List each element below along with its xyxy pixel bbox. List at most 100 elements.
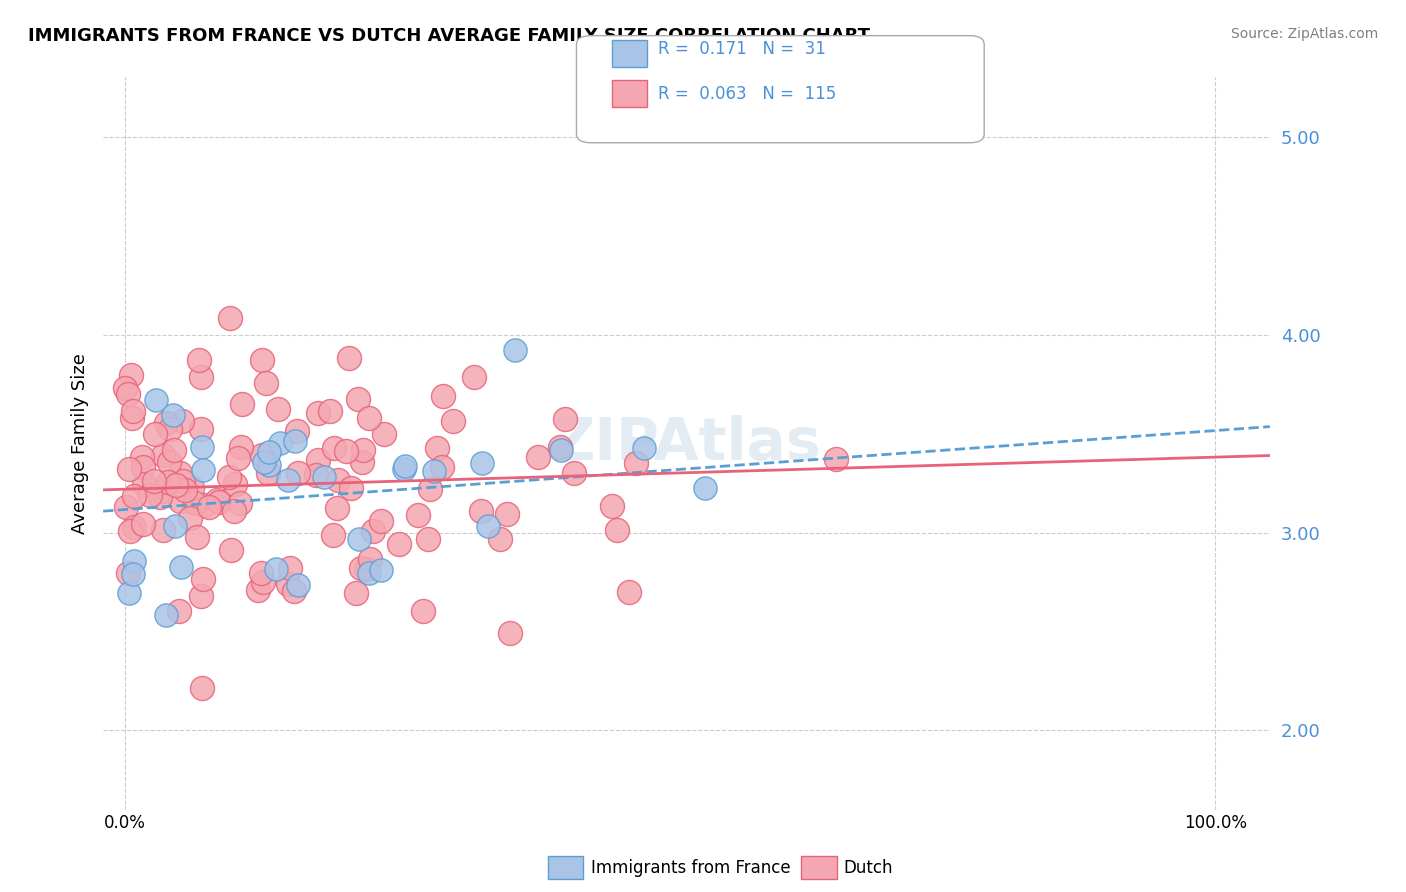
Point — [156, 475, 179, 489]
Point — [277, 473, 299, 487]
Point — [264, 562, 287, 576]
Point — [169, 466, 191, 480]
Point — [562, 466, 585, 480]
Point — [132, 516, 155, 531]
Point — [191, 572, 214, 586]
Text: ZIPAtlas: ZIPAtlas — [553, 415, 821, 472]
Point — [142, 474, 165, 488]
Text: IMMIGRANTS FROM FRANCE VS DUTCH AVERAGE FAMILY SIZE CORRELATION CHART: IMMIGRANTS FROM FRANCE VS DUTCH AVERAGE … — [28, 27, 870, 45]
Point — [219, 542, 242, 557]
Point — [157, 455, 180, 469]
Point — [257, 466, 280, 480]
Text: R =  0.171   N =  31: R = 0.171 N = 31 — [658, 40, 825, 58]
Point — [118, 462, 141, 476]
Point — [418, 532, 440, 546]
Y-axis label: Average Family Size: Average Family Size — [72, 353, 89, 534]
Point — [326, 500, 349, 515]
Point — [489, 532, 512, 546]
Point — [319, 403, 342, 417]
Point — [307, 453, 329, 467]
Point — [191, 440, 214, 454]
Point — [287, 578, 309, 592]
Point — [145, 393, 167, 408]
Point — [477, 519, 499, 533]
Point — [499, 625, 522, 640]
Point — [359, 551, 381, 566]
Point — [179, 511, 201, 525]
Point — [117, 387, 139, 401]
Point — [392, 461, 415, 475]
Point — [432, 389, 454, 403]
Point — [283, 583, 305, 598]
Point — [218, 469, 240, 483]
Point — [430, 460, 453, 475]
Point — [231, 397, 253, 411]
Point — [186, 531, 208, 545]
Point — [340, 481, 363, 495]
Point — [350, 455, 373, 469]
Point — [121, 567, 143, 582]
Point — [181, 481, 204, 495]
Point — [323, 441, 346, 455]
Point — [114, 500, 136, 514]
Point — [326, 474, 349, 488]
Point — [495, 508, 517, 522]
Point — [354, 562, 377, 576]
Point — [373, 426, 395, 441]
Point — [254, 376, 277, 390]
Point — [619, 585, 641, 599]
Point — [143, 427, 166, 442]
Point — [163, 442, 186, 457]
Point — [169, 494, 191, 508]
Point — [307, 406, 329, 420]
Point — [347, 532, 370, 546]
Point — [470, 504, 492, 518]
Point — [352, 443, 374, 458]
Point — [162, 409, 184, 423]
Point — [250, 353, 273, 368]
Point — [441, 414, 464, 428]
Point — [388, 537, 411, 551]
Point — [422, 465, 444, 479]
Point — [139, 488, 162, 502]
Point — [193, 498, 215, 512]
Point — [228, 450, 250, 465]
Point — [169, 604, 191, 618]
Point — [312, 470, 335, 484]
Point — [278, 561, 301, 575]
Point — [197, 500, 219, 514]
Point — [344, 586, 367, 600]
Point — [357, 566, 380, 581]
Point — [347, 392, 370, 406]
Point — [250, 566, 273, 581]
Point — [305, 468, 328, 483]
Point — [361, 524, 384, 539]
Point — [118, 524, 141, 538]
Point — [285, 425, 308, 439]
Point — [257, 458, 280, 472]
Point — [155, 416, 177, 430]
Point — [550, 440, 572, 454]
Point — [426, 441, 449, 455]
Point — [550, 443, 572, 458]
Point — [150, 484, 173, 499]
Point — [250, 448, 273, 462]
Point — [114, 381, 136, 395]
Point — [606, 523, 628, 537]
Point — [122, 489, 145, 503]
Point — [554, 412, 576, 426]
Point — [253, 455, 276, 469]
Point — [287, 467, 309, 481]
Point — [224, 504, 246, 518]
Point — [117, 566, 139, 580]
Point — [600, 499, 623, 513]
Point — [121, 410, 143, 425]
Point — [259, 445, 281, 459]
Point — [165, 478, 187, 492]
Point — [229, 496, 252, 510]
Point — [190, 589, 212, 603]
Point — [118, 585, 141, 599]
Point — [132, 477, 155, 491]
Point — [159, 422, 181, 436]
Point — [190, 370, 212, 384]
